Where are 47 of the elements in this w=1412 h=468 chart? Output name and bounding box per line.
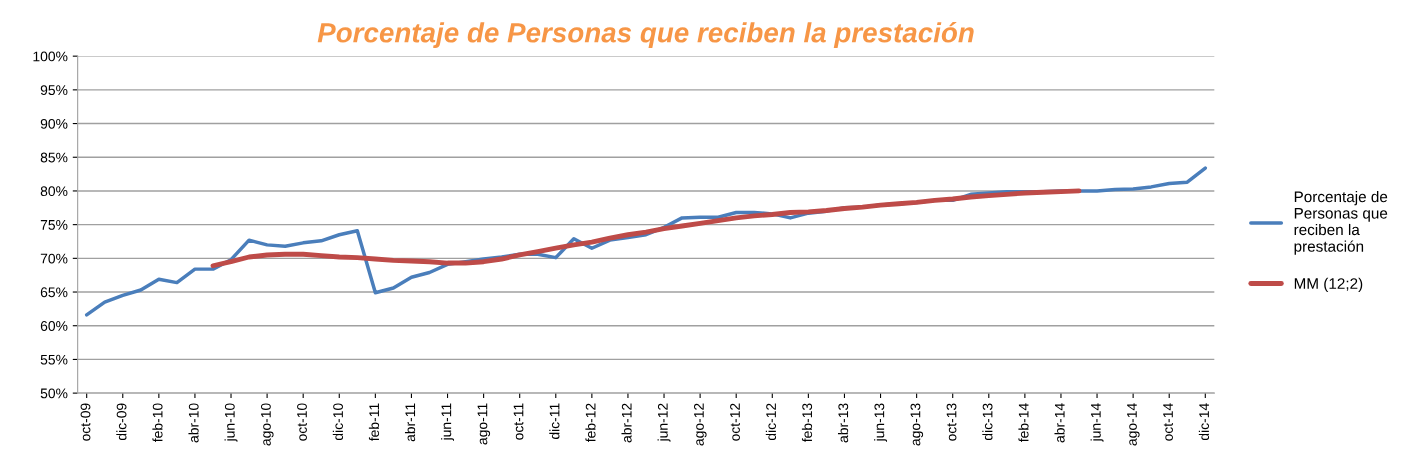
y-tick-label: 90%	[40, 118, 68, 129]
y-tick-label: 65%	[40, 287, 68, 298]
x-tick-label: abr-14	[1054, 403, 1065, 443]
line-series	[210, 188, 1082, 269]
x-tick-label: dic-09	[116, 403, 127, 441]
x-tick-label: feb-11	[368, 403, 380, 441]
x-tick-label: jun-11	[441, 403, 454, 441]
y-tick-label: 80%	[40, 186, 68, 197]
x-tick-label: oct-10	[297, 403, 307, 441]
y-tick-label: 55%	[40, 354, 68, 365]
x-tick-label: oct-11	[513, 403, 524, 440]
x-tick-label: ago-13	[910, 403, 924, 446]
x-tick-label: abr-11	[404, 403, 416, 442]
x-tick-label: dic-14	[1198, 403, 1210, 441]
x-tick-label: jun-12	[657, 403, 671, 442]
legend-label: Porcentaje de Personas que reciben la prestación	[1294, 191, 1388, 255]
y-tick-label: 60%	[40, 321, 68, 331]
x-tick-label: ago-11	[477, 403, 491, 445]
x-tick-label: oct-09	[80, 403, 91, 441]
x-tick-label: dic-10	[332, 403, 343, 441]
x-tick-label: ago-12	[694, 403, 707, 446]
x-tick-label: feb-13	[801, 403, 813, 443]
x-tick-label: oct-14	[1163, 403, 1173, 441]
x-tick-label: oct-13	[946, 403, 957, 441]
x-tick-label: dic-12	[765, 403, 777, 441]
x-tick-label: abr-12	[621, 403, 632, 443]
x-tick-label: abr-10	[188, 403, 199, 443]
x-tick-label: ago-14	[1127, 403, 1140, 446]
x-tick-label: dic-11	[549, 403, 560, 440]
y-tick-label: 85%	[40, 152, 68, 163]
x-tick-label: feb-14	[1018, 403, 1029, 443]
y-tick-label: 95%	[40, 85, 68, 96]
chart-title: Porcentaje de Personas que reciben la prestación	[317, 21, 974, 49]
x-tick-label: oct-12	[730, 403, 740, 441]
x-tick-label: jun-10	[224, 403, 238, 442]
y-tick-label: 75%	[40, 220, 68, 230]
x-tick-label: jun-14	[1090, 403, 1104, 442]
x-tick-label: ago-10	[261, 403, 274, 446]
x-tick-label: dic-13	[982, 403, 993, 441]
x-tick-label: feb-10	[152, 403, 163, 443]
x-tick-label: feb-12	[585, 403, 596, 443]
y-tick-label: 50%	[40, 388, 68, 399]
x-tick-label: jun-13	[874, 403, 888, 442]
y-tick-label: 70%	[40, 253, 68, 264]
y-tick-label: 100%	[33, 51, 68, 62]
legend-label: MM (12;2)	[1294, 277, 1363, 292]
x-tick-label: abr-13	[837, 403, 849, 443]
